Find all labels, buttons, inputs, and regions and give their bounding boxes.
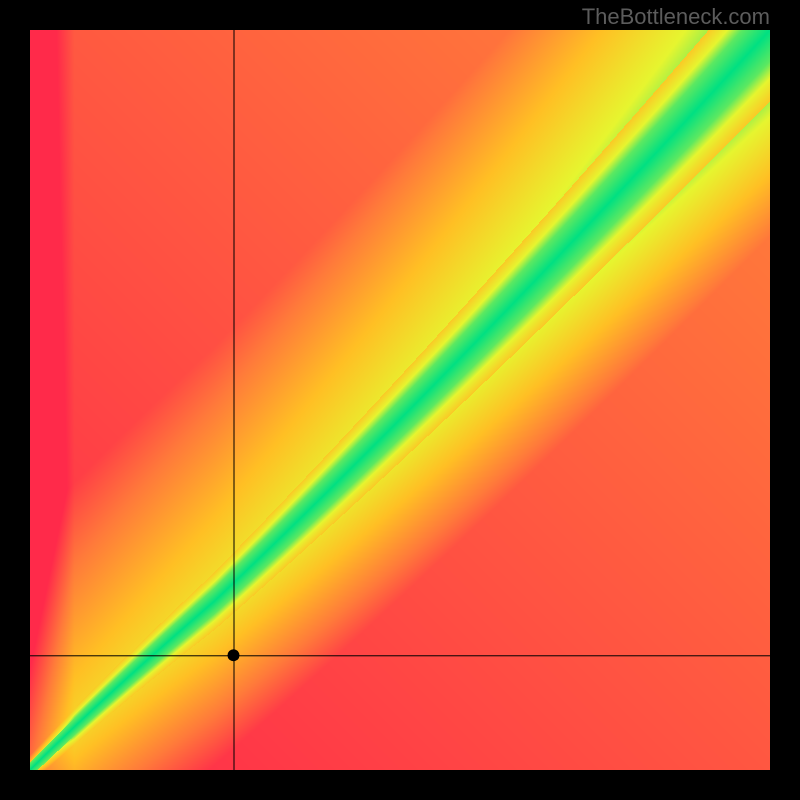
watermark: TheBottleneck.com bbox=[582, 4, 770, 30]
plot-area bbox=[30, 30, 770, 770]
chart-container: TheBottleneck.com bbox=[0, 0, 800, 800]
heatmap-canvas bbox=[30, 30, 770, 770]
